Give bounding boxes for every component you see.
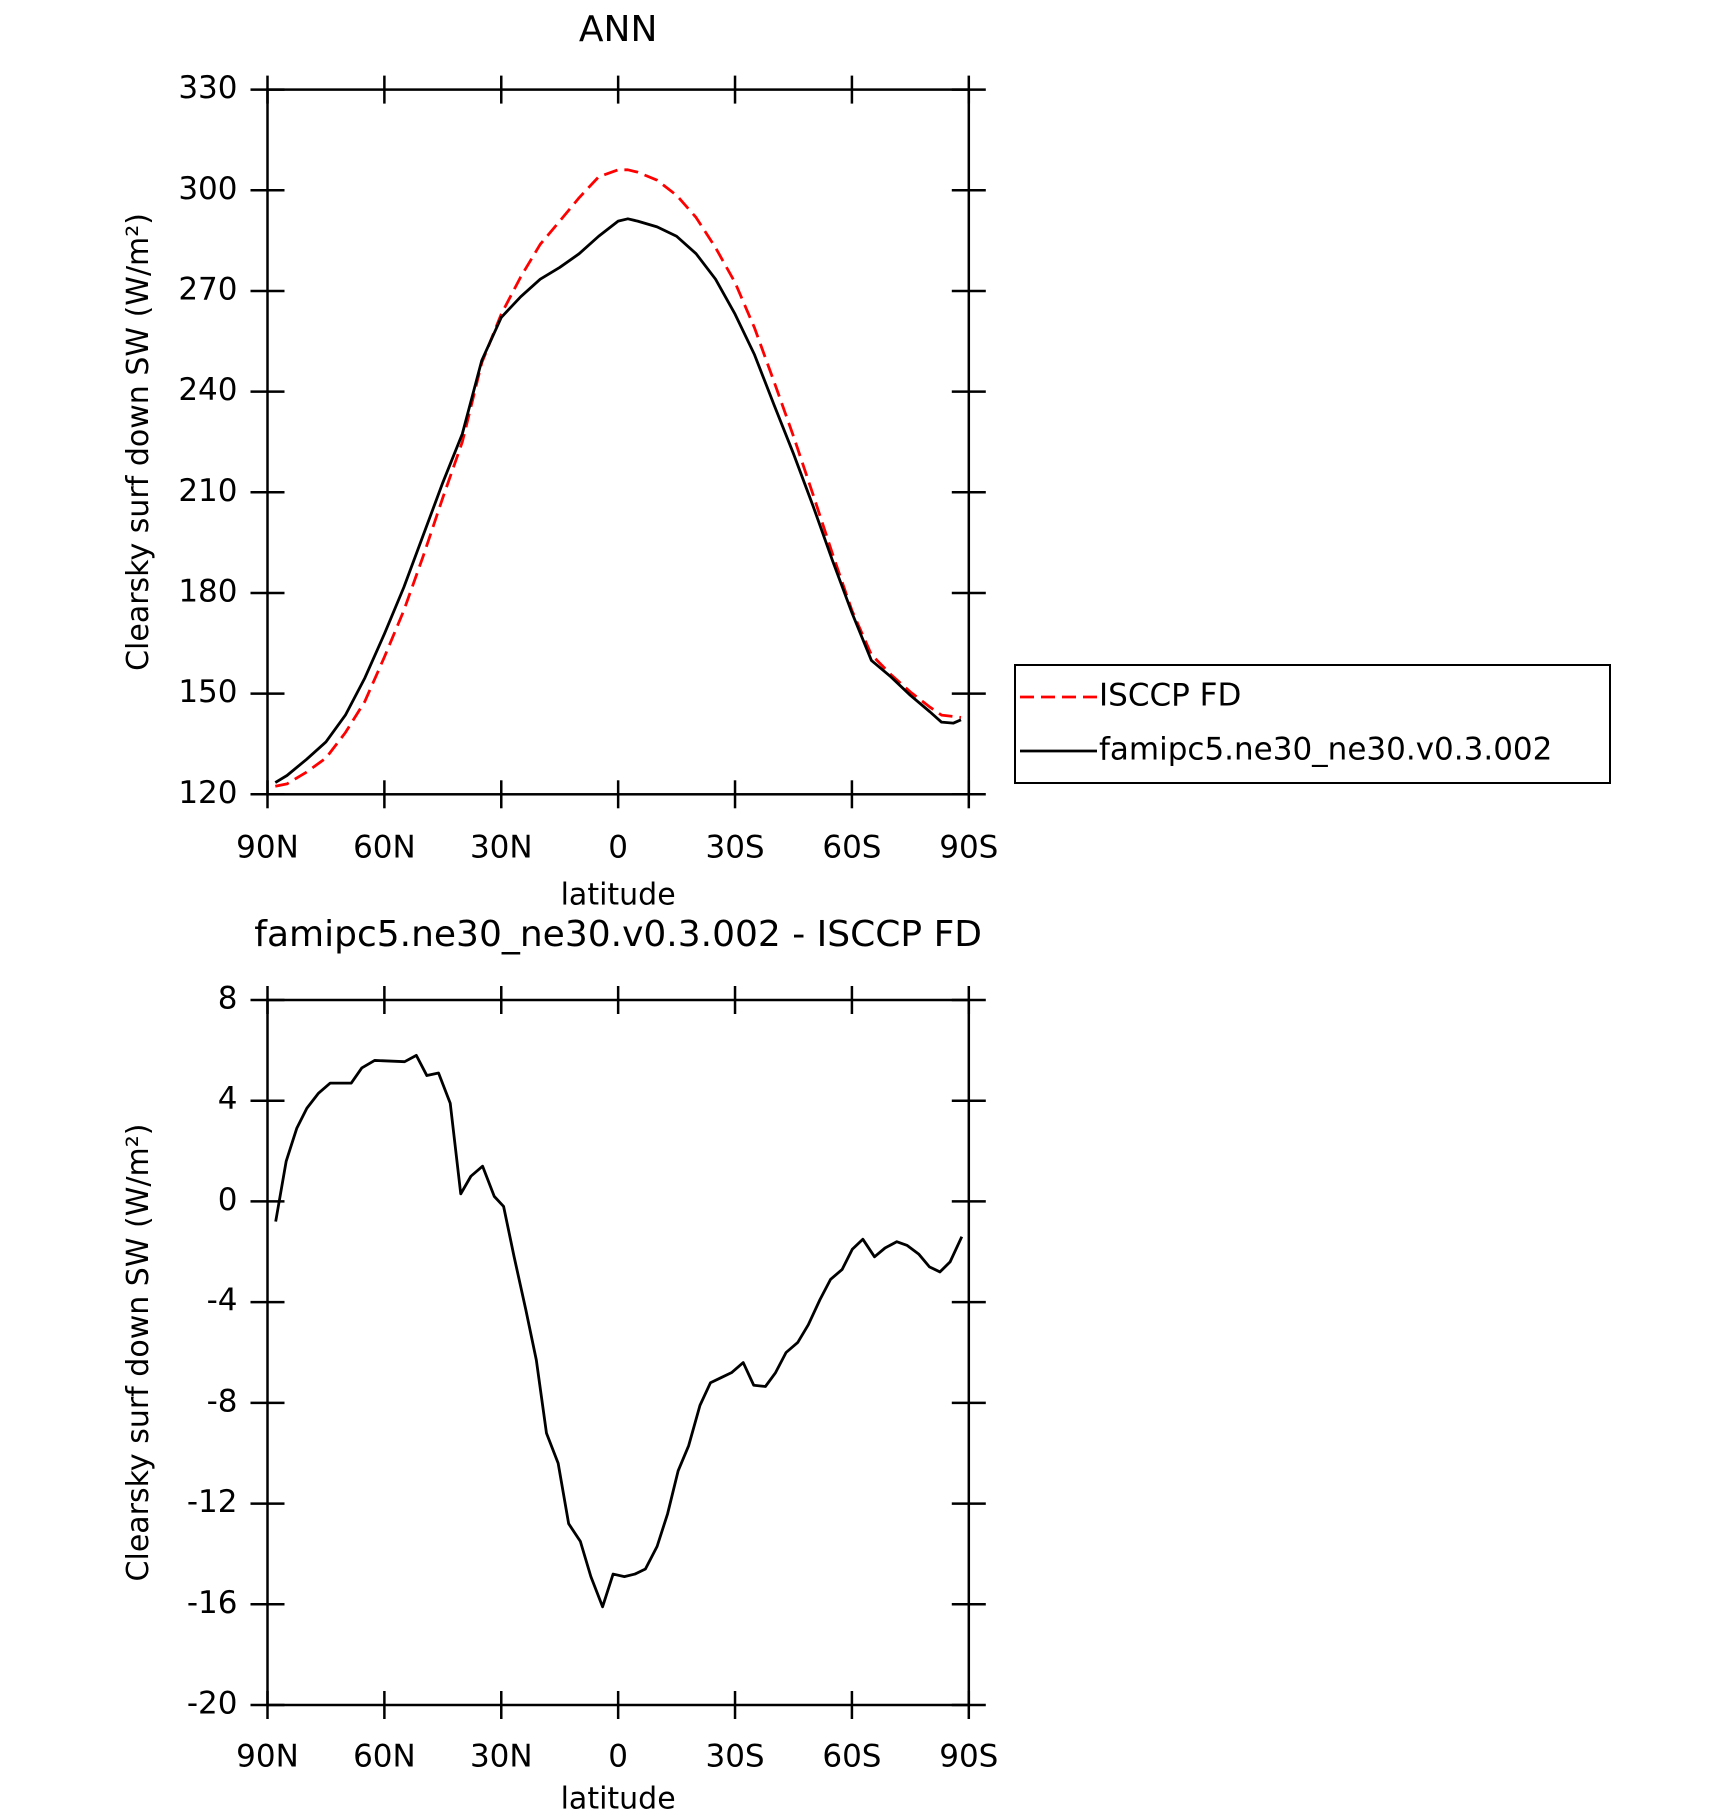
legend-box: [1014, 664, 1611, 784]
legend-label: ISCCP FD: [1099, 678, 1241, 714]
y-tick-label: 8: [218, 981, 238, 1017]
x-tick-label: 30S: [705, 830, 764, 866]
y-tick-label: -12: [187, 1484, 238, 1520]
y-tick-label: 180: [178, 573, 237, 609]
data-line: [274, 1053, 964, 1609]
y-tick-label: 240: [178, 372, 237, 408]
y-tick-label: -16: [187, 1585, 238, 1621]
y-tick-label: 270: [178, 271, 237, 307]
chart-title: ANN: [579, 9, 658, 50]
legend-label: famipc5.ne30_ne30.v0.3.002: [1099, 732, 1552, 768]
x-tick-label: 0: [608, 1739, 628, 1775]
x-tick-label: 30N: [470, 1739, 533, 1775]
y-tick-label: 330: [178, 70, 237, 106]
y-tick-label: 0: [218, 1182, 238, 1218]
y-axis-title: Clearsky surf down SW (W/m²): [121, 213, 156, 671]
x-tick-label: 90N: [236, 1739, 299, 1775]
y-tick-label: 210: [178, 473, 237, 509]
data-line: [274, 217, 962, 784]
x-tick-label: 30N: [470, 830, 533, 866]
plot-frame: [266, 998, 971, 1707]
x-tick-label: 90N: [236, 830, 299, 866]
y-tick-label: -4: [207, 1283, 238, 1319]
plot-frame: [266, 88, 971, 796]
x-tick-label: 90S: [939, 830, 998, 866]
x-axis-title: latitude: [561, 1782, 676, 1816]
y-tick-label: 4: [218, 1081, 238, 1117]
x-tick-label: 60N: [353, 830, 416, 866]
y-tick-label: -20: [187, 1686, 238, 1722]
x-axis-title: latitude: [561, 878, 676, 913]
x-tick-label: 60N: [353, 1739, 416, 1775]
y-tick-label: 150: [178, 674, 237, 710]
data-line: [275, 168, 962, 788]
x-tick-label: 60S: [822, 1739, 881, 1775]
chart-title: famipc5.ne30_ne30.v0.3.002 - ISCCP FD: [254, 914, 982, 955]
x-tick-label: 60S: [822, 830, 881, 866]
y-tick-label: 300: [178, 171, 237, 207]
x-tick-label: 90S: [939, 1739, 998, 1775]
y-tick-label: -8: [207, 1383, 238, 1419]
y-axis-title: Clearsky surf down SW (W/m²): [121, 1124, 156, 1582]
y-tick-label: 120: [178, 775, 237, 811]
x-tick-label: 30S: [705, 1739, 764, 1775]
x-tick-label: 0: [608, 830, 628, 866]
